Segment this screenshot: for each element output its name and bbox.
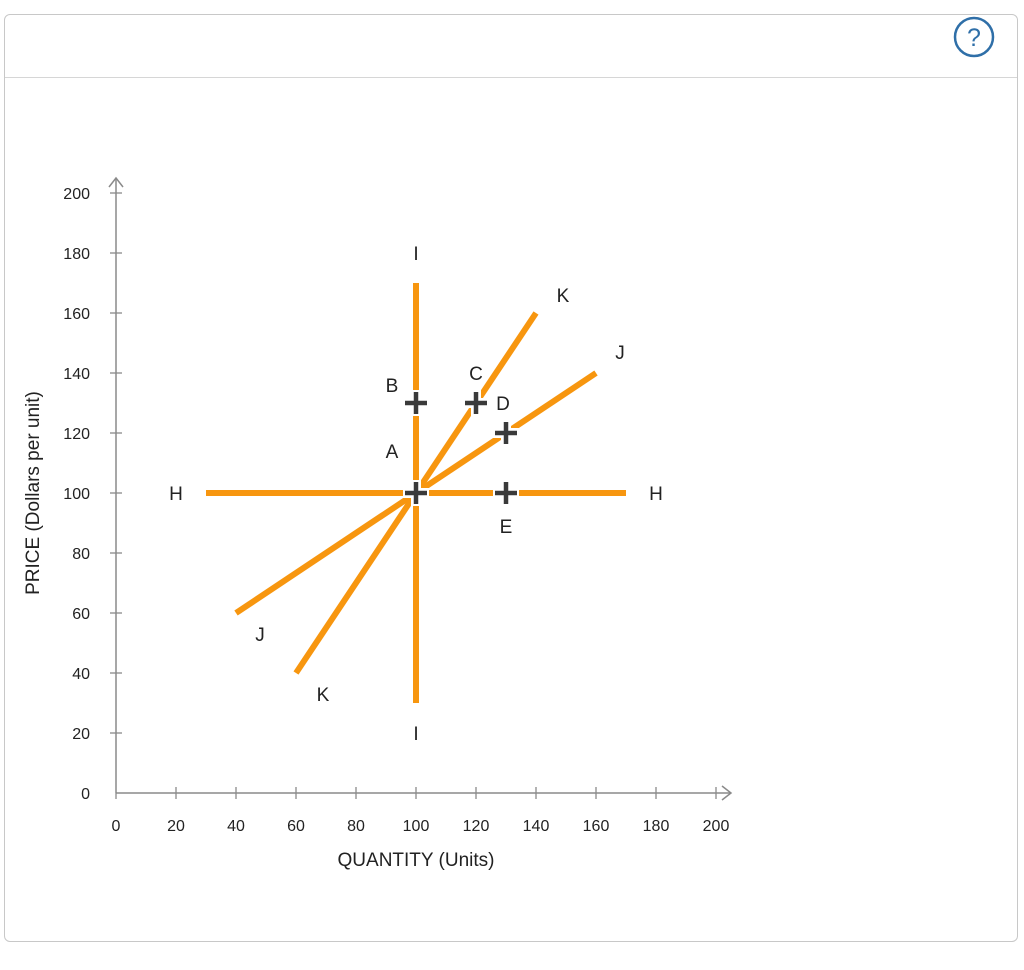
x-axis-title: QUANTITY (Units) <box>338 850 495 871</box>
y-axis-title: PRICE (Dollars per unit) <box>23 391 44 595</box>
point-label-E: E <box>500 517 513 538</box>
x-tick-label: 0 <box>112 818 121 835</box>
line-label-H: H <box>649 484 663 505</box>
problem-panel <box>4 14 1018 942</box>
y-tick-label: 180 <box>63 246 90 263</box>
y-tick-label: 80 <box>72 546 90 563</box>
y-tick-label: 200 <box>63 186 90 203</box>
point-A <box>403 480 429 506</box>
help-glyph: ? <box>967 24 981 52</box>
line-label-H: H <box>169 484 183 505</box>
x-tick-label: 80 <box>347 818 365 835</box>
line-label-I: I <box>413 244 418 265</box>
line-label-J: J <box>255 625 265 646</box>
point-label-B: B <box>386 376 399 397</box>
y-tick-label: 160 <box>63 306 90 323</box>
y-tick-label: 140 <box>63 366 90 383</box>
point-B <box>403 390 429 416</box>
x-tick-label: 140 <box>523 818 550 835</box>
y-tick-label: 120 <box>63 426 90 443</box>
line-label-K: K <box>317 685 330 706</box>
x-tick-label: 120 <box>463 818 490 835</box>
y-tick-label: 100 <box>63 486 90 503</box>
x-tick-label: 100 <box>403 818 430 835</box>
x-tick-label: 40 <box>227 818 245 835</box>
y-axis-arrow <box>108 176 124 188</box>
panel-header <box>5 15 1017 78</box>
x-axis-arrow <box>721 785 733 801</box>
y-tick-label: 60 <box>72 606 90 623</box>
point-D <box>493 420 519 446</box>
x-tick-label: 180 <box>643 818 670 835</box>
help-icon[interactable]: ? <box>952 15 996 59</box>
point-label-D: D <box>496 394 510 415</box>
y-tick-label: 40 <box>72 666 90 683</box>
line-label-I: I <box>413 724 418 745</box>
point-label-A: A <box>386 442 399 463</box>
x-tick-label: 160 <box>583 818 610 835</box>
x-tick-label: 20 <box>167 818 185 835</box>
line-label-J: J <box>615 343 625 364</box>
point-E <box>493 480 519 506</box>
point-label-C: C <box>469 364 483 385</box>
x-tick-label: 200 <box>703 818 730 835</box>
y-tick-label: 0 <box>81 786 90 803</box>
y-tick-label: 20 <box>72 726 90 743</box>
line-label-K: K <box>557 286 570 307</box>
point-C <box>463 390 489 416</box>
x-tick-label: 60 <box>287 818 305 835</box>
